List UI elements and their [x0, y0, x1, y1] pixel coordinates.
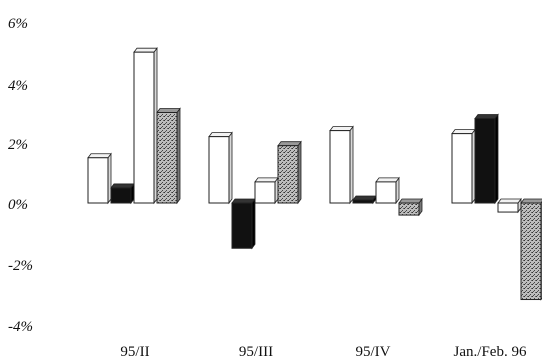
bar-front [156, 112, 178, 204]
bar [520, 198, 542, 301]
bar-top [451, 129, 476, 135]
bar [398, 197, 423, 217]
bar [352, 194, 377, 205]
bar [110, 182, 135, 205]
bar-top [231, 198, 256, 204]
bar [133, 46, 158, 205]
bar-top [277, 141, 302, 147]
bar-front [231, 202, 253, 249]
y-tick-label: 0% [8, 197, 28, 213]
bar-front [133, 51, 155, 204]
bar [156, 107, 181, 205]
bar-front [329, 130, 351, 204]
bar-top [520, 198, 542, 204]
y-tick-label: 4% [8, 78, 28, 94]
bar [87, 152, 112, 205]
bar-top [156, 108, 181, 113]
bar-front [497, 202, 519, 213]
bar [375, 176, 400, 205]
y-axis: 6% 4% 2% 0% -2% -4% [8, 16, 33, 335]
bar-front [208, 136, 230, 204]
bar [329, 125, 354, 205]
bar-top [398, 198, 423, 204]
bar [497, 197, 522, 214]
bar-top [352, 195, 377, 201]
bar-top [110, 183, 135, 189]
bar [254, 176, 279, 205]
bar-top [375, 177, 400, 183]
bar [474, 113, 499, 205]
bar-front [451, 133, 473, 204]
bar-top [208, 132, 233, 138]
x-category-label: 95/III [239, 344, 273, 360]
x-category-label: Jan./Feb. 96 [454, 344, 527, 360]
bar-top [254, 177, 279, 183]
bar [208, 131, 233, 205]
bar [277, 140, 302, 205]
x-axis: 95/II 95/III 95/IV Jan./Feb. 96 [120, 344, 527, 360]
bar-front [110, 187, 132, 204]
bar-top [497, 198, 522, 204]
x-category-label: 95/II [120, 344, 149, 360]
y-tick-label: -2% [8, 258, 33, 274]
bar [451, 128, 476, 205]
bar-front [520, 202, 542, 301]
bar-front [254, 181, 276, 204]
bar-top [133, 47, 158, 53]
y-tick-label: -4% [8, 319, 33, 335]
bar-front [352, 199, 374, 204]
bar [231, 197, 256, 250]
bar-front [87, 157, 109, 204]
y-tick-label: 6% [8, 16, 28, 32]
bar-top [474, 114, 499, 119]
bar-top [329, 126, 354, 132]
bar-front [375, 181, 397, 204]
bar-top [87, 153, 112, 159]
x-category-label: 95/IV [356, 344, 391, 360]
bars-group [87, 46, 542, 301]
bar-front [474, 118, 496, 204]
y-tick-label: 2% [8, 137, 28, 153]
bar-front [398, 202, 420, 216]
bar-front [277, 145, 299, 204]
